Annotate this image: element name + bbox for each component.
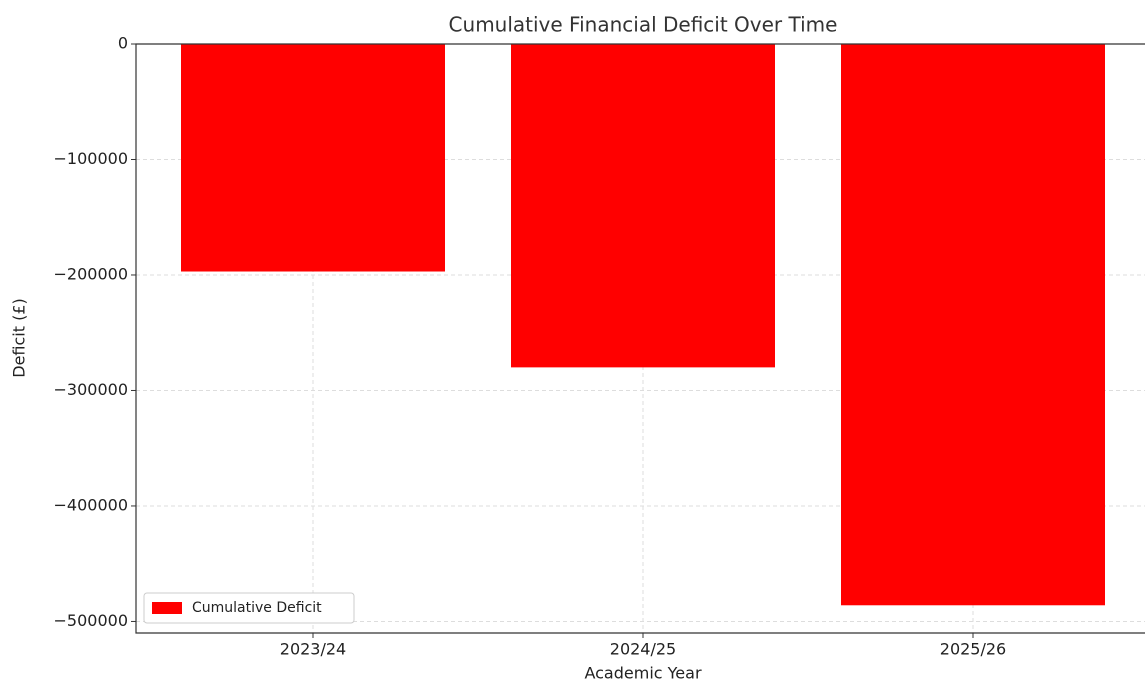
chart-title: Cumulative Financial Deficit Over Time: [449, 13, 838, 37]
legend-box: [143, 592, 355, 624]
y-tick-label: 0: [118, 34, 128, 53]
legend-swatch: [152, 602, 182, 614]
y-tick-label: −200000: [54, 264, 128, 283]
bar: [841, 44, 1105, 606]
x-axis-label: Academic Year: [584, 664, 701, 683]
y-tick-label: −400000: [54, 495, 128, 514]
x-tick-label: 2025/26: [940, 640, 1006, 659]
axis-frame: [135, 43, 1145, 634]
legend-label: Cumulative Deficit: [192, 600, 322, 616]
bar: [181, 44, 445, 272]
bar: [511, 44, 775, 368]
y-tick-label: −100000: [54, 149, 128, 168]
x-tick-label: 2024/25: [610, 640, 676, 659]
y-tick-label: −300000: [54, 380, 128, 399]
y-axis-label: Deficit (£): [10, 298, 29, 378]
y-tick-label: −500000: [54, 611, 128, 630]
x-tick-label: 2023/24: [280, 640, 346, 659]
